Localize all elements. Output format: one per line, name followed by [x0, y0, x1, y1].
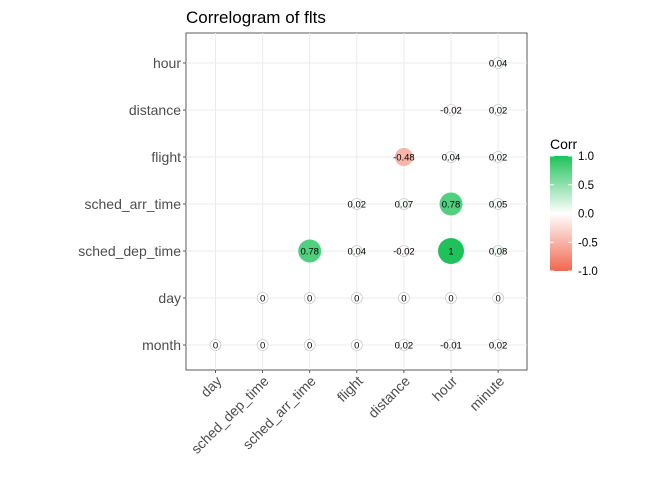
corr-value-label: 0.78 [442, 199, 461, 210]
corr-circle [398, 292, 410, 304]
correlation-circles: 0 0 0 0 0.02 -0.01 0.02 0 0 0 0 0 0 0.78 0.04 -0.02 1 0.0… [209, 57, 508, 351]
y-tick-label: day [158, 290, 181, 306]
corr-circle [492, 198, 504, 210]
corr-circle [350, 245, 363, 257]
corr-circle [445, 151, 457, 163]
x-tick-label: day [197, 373, 224, 400]
legend-tick-label: -0.5 [578, 237, 598, 249]
corr-circle [209, 339, 222, 351]
corr-value-label: 0.78 [300, 246, 319, 257]
corr-circle [256, 339, 269, 351]
x-tick-label: minute [466, 373, 507, 414]
legend-tick-label: 0.0 [578, 209, 594, 221]
legend-color-bar [550, 156, 572, 271]
x-tick-label: hour [429, 373, 460, 404]
y-tick-label: hour [153, 55, 181, 71]
corr-value-label: 0.02 [489, 152, 508, 163]
corr-circle [394, 147, 413, 167]
corr-value-label: -0.02 [393, 246, 415, 257]
corr-value-label: 0.02 [489, 340, 508, 351]
corr-circle [350, 198, 363, 210]
x-tick-label: distance [365, 373, 413, 421]
y-tick-label: month [142, 337, 181, 353]
corr-circle [298, 239, 322, 263]
corr-value-label: 0.07 [395, 199, 414, 210]
corr-value-label: 0 [354, 293, 359, 304]
corr-value-label: 0 [307, 340, 312, 351]
corr-circle [398, 198, 410, 210]
corr-value-label: 0 [354, 340, 359, 351]
corr-circle [303, 292, 316, 304]
corr-circle [303, 339, 316, 351]
corr-value-label: 0 [448, 293, 453, 304]
corr-value-label: -0.01 [440, 340, 462, 351]
corr-circle [445, 339, 457, 351]
corr-value-label: 0 [260, 293, 265, 304]
corr-value-label: 0 [495, 293, 500, 304]
legend-title: Corr [550, 136, 578, 152]
corr-value-label: 0 [213, 340, 218, 351]
color-legend: Corr 1.0 0.5 0.0 -0.5 -1.0 [550, 136, 598, 278]
corr-value-label: 0 [401, 293, 406, 304]
corr-circle [492, 57, 504, 69]
corr-circle [445, 292, 457, 304]
corr-value-label: 0.02 [348, 199, 367, 210]
corr-value-label: 0 [260, 340, 265, 351]
corr-value-label: -0.02 [440, 105, 462, 116]
corr-circle [350, 339, 363, 351]
y-tick-label: sched_arr_time [85, 196, 182, 212]
corr-circle [445, 104, 457, 116]
legend-tick-label: 1.0 [578, 151, 594, 163]
corr-value-label: 0.05 [489, 199, 508, 210]
legend-tick-label: 0.5 [578, 180, 594, 192]
corr-circle [492, 292, 504, 304]
corr-value-label: -0.48 [393, 152, 415, 163]
legend-tick-label: -1.0 [578, 266, 598, 278]
corr-value-label: 0.04 [442, 152, 461, 163]
y-tick-label: flight [151, 149, 181, 165]
y-tick-label: distance [129, 102, 181, 118]
corr-value-label: 0 [307, 293, 312, 304]
x-tick-label: flight [334, 373, 366, 405]
chart-title: Correlogram of flts [186, 8, 326, 27]
corr-circle [398, 245, 410, 257]
y-axis-labels: month day sched_dep_time sched_arr_time flig… [78, 55, 186, 353]
corr-circle [256, 292, 269, 304]
corr-circle [438, 238, 464, 264]
corr-value-label: 0.02 [489, 105, 508, 116]
corr-circle [398, 339, 410, 351]
corr-circle [439, 192, 463, 216]
corr-circle [492, 245, 504, 257]
corr-circle [492, 339, 504, 351]
corr-circle [350, 292, 363, 304]
corr-circle [492, 104, 504, 116]
corr-value-label: 0.04 [489, 58, 508, 69]
corr-value-label: 0.04 [348, 246, 367, 257]
corr-value-label: 1 [448, 246, 453, 257]
corr-value-label: 0.08 [489, 246, 508, 257]
y-tick-label: sched_dep_time [78, 243, 181, 259]
corr-circle [492, 151, 504, 163]
corr-value-label: 0.02 [395, 340, 414, 351]
